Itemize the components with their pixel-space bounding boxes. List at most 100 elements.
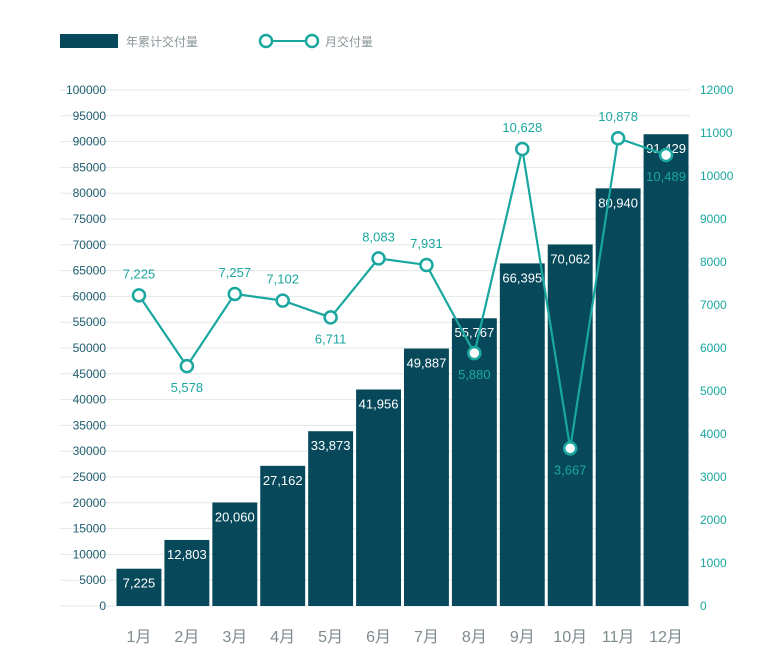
bar-series [116, 134, 689, 606]
x-tick-label: 8月 [462, 629, 487, 646]
bar-data-label: 66,395 [502, 270, 542, 285]
x-tick-label: 6月 [366, 629, 391, 646]
x-axis: 1月 2月 3月 4月 5月 6月 7月 8月 9月 10月 11月 12月 [127, 629, 683, 646]
bar [308, 431, 354, 606]
left-tick-label: 60000 [73, 289, 107, 303]
x-tick-label: 1月 [127, 629, 152, 646]
bar-labels: 7,225 12,803 20,060 27,162 33,873 41,956 49,88… [123, 141, 686, 590]
left-tick-label: 85000 [73, 160, 107, 174]
line-data-label: 10,628 [502, 120, 542, 135]
x-tick-label: 2月 [174, 629, 199, 646]
line-point [131, 288, 147, 303]
legend-bar-swatch [60, 34, 118, 48]
bar [404, 348, 449, 606]
line-point [275, 293, 290, 308]
right-tick-label: 6000 [700, 341, 727, 355]
left-tick-label: 35000 [73, 418, 107, 432]
line-data-label: 3,667 [554, 462, 587, 477]
bar-data-label: 33,873 [311, 438, 351, 453]
bar [356, 389, 401, 606]
left-tick-label: 45000 [73, 367, 107, 381]
right-tick-label: 1000 [700, 556, 727, 570]
line-data-label: 10,489 [646, 169, 686, 184]
line-point [515, 141, 530, 157]
line-point [227, 286, 243, 302]
line-data-label: 8,083 [362, 229, 395, 244]
bar [451, 318, 497, 606]
left-tick-label: 90000 [73, 135, 107, 149]
bar [547, 244, 593, 606]
x-tick-label: 12月 [649, 629, 683, 646]
bar-data-label: 7,225 [123, 576, 156, 591]
bar-data-label: 41,956 [359, 397, 399, 412]
left-tick-label: 40000 [73, 393, 107, 407]
line-data-label: 10,878 [598, 109, 638, 124]
bar-data-label: 27,162 [263, 473, 303, 488]
x-tick-label: 5月 [318, 629, 343, 646]
line-data-label: 5,880 [458, 367, 491, 382]
right-tick-label: 10000 [700, 169, 734, 183]
line-labels: 7,225 5,578 7,257 7,102 6,711 8,083 7,931 5,880… [123, 109, 686, 477]
x-tick-label: 7月 [414, 629, 439, 646]
x-tick-label: 4月 [270, 629, 295, 646]
line-point [467, 345, 482, 361]
line-point [179, 358, 195, 374]
bar [499, 263, 545, 606]
line-point [419, 257, 434, 273]
left-tick-label: 95000 [73, 109, 107, 123]
x-tick-label: 3月 [222, 629, 247, 646]
bar [643, 134, 689, 606]
left-tick-label: 55000 [73, 315, 107, 329]
line-point [610, 130, 626, 146]
line-data-label: 7,931 [410, 236, 443, 251]
left-tick-label: 50000 [73, 341, 107, 355]
x-tick-label: 9月 [510, 629, 535, 646]
line-point [658, 147, 674, 163]
left-tick-label: 20000 [73, 496, 107, 510]
bar-data-label: 70,062 [550, 251, 590, 266]
right-tick-label: 5000 [700, 384, 727, 398]
bar [595, 188, 641, 606]
line-data-label: 7,102 [266, 272, 299, 287]
line-data-label: 7,225 [123, 266, 156, 281]
line-point [371, 251, 386, 266]
bar [164, 539, 210, 606]
line-data-label: 7,257 [219, 265, 252, 280]
right-tick-label: 4000 [700, 427, 727, 441]
left-tick-label: 25000 [73, 470, 107, 484]
right-tick-label: 12000 [700, 83, 734, 97]
left-tick-label: 5000 [79, 573, 106, 587]
right-axis: 0 1000 2000 3000 4000 5000 6000 7000 8000 9000 100… [700, 83, 734, 613]
right-tick-label: 8000 [700, 255, 727, 269]
left-tick-label: 30000 [73, 444, 107, 458]
legend-line-swatch [258, 33, 320, 49]
right-tick-label: 9000 [700, 212, 727, 226]
left-tick-label: 15000 [73, 522, 107, 536]
legend-line-label: 月交付量 [325, 34, 373, 49]
x-tick-label: 10月 [553, 629, 587, 646]
left-axis: 0 5000 10000 15000 20000 25000 30000 35000 40000… [66, 83, 106, 613]
bar [212, 502, 258, 606]
bar [116, 568, 162, 606]
left-tick-label: 10000 [73, 547, 107, 561]
line-path [138, 136, 667, 449]
line-data-label: 5,578 [171, 380, 204, 395]
bar [260, 465, 306, 606]
right-tick-label: 3000 [700, 470, 727, 484]
right-tick-label: 11000 [700, 126, 733, 140]
legend-bar-label: 年累计交付量 [126, 34, 198, 49]
line-point [562, 441, 578, 456]
right-tick-label: 2000 [700, 513, 727, 527]
right-tick-label: 0 [700, 599, 707, 613]
legend: 年累计交付量 月交付量 [60, 33, 373, 49]
bar-data-label: 12,803 [167, 547, 207, 562]
left-tick-label: 100000 [66, 83, 106, 97]
left-tick-label: 65000 [73, 264, 107, 278]
right-tick-label: 7000 [700, 298, 727, 312]
left-tick-label: 0 [99, 599, 106, 613]
line-point [323, 310, 338, 325]
bar-data-label: 80,940 [598, 195, 638, 210]
bar-data-label: 49,887 [407, 356, 447, 371]
left-tick-label: 70000 [73, 238, 107, 252]
